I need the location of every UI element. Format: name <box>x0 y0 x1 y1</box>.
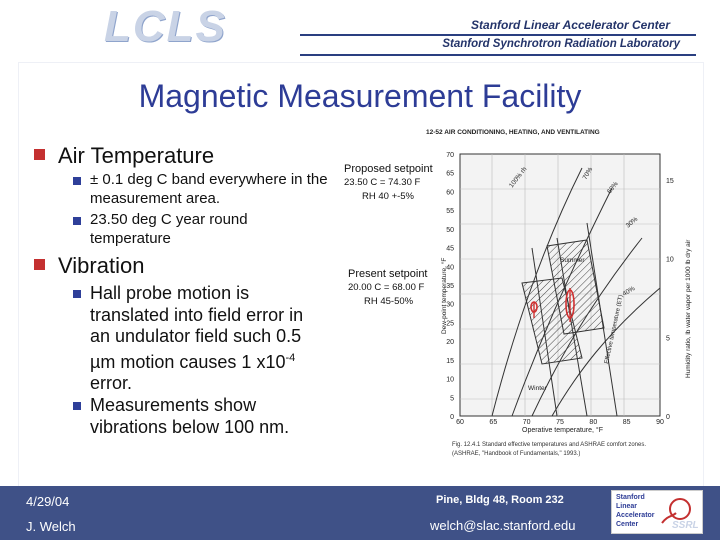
sub-bullet-icon <box>73 177 81 185</box>
y-tick-label: 35 <box>446 283 454 290</box>
bullet-measurements: Measurements show vibrations below 100 n… <box>90 395 290 437</box>
y-tick-label: 10 <box>446 377 454 384</box>
y-tick-label: 5 <box>450 395 454 402</box>
y2-axis-label: Humidity ratio, lb water vapor per 1000 … <box>685 239 692 378</box>
slac-logo: Stanford Linear Accelerator Center <box>611 490 703 534</box>
section-heading-air-temperature: Air Temperature <box>58 143 215 168</box>
y-tick-label: 30 <box>446 302 454 309</box>
figure-caption-line2: (ASHRAE, "Handbook of Fundamentals," 199… <box>452 451 580 457</box>
bullet-year-round-temperature: 23.50 deg C year round temperature <box>90 211 248 247</box>
comfort-zone-chart: 12-52 AIR CONDITIONING, HEATING, AND VEN… <box>342 129 692 457</box>
curve-label: Summer <box>560 257 585 264</box>
x-tick-label: 80 <box>589 419 597 426</box>
x-tick-label: 60 <box>456 419 464 426</box>
x-tick-label: 90 <box>656 419 664 426</box>
sub-bullet-icon <box>73 217 81 225</box>
footer-date: 4/29/04 <box>26 494 70 509</box>
ssrl-logo: SSRL <box>672 520 699 531</box>
sub-bullet-icon <box>73 290 81 298</box>
y2-axis-ticks: 15 10 5 0 <box>666 178 674 421</box>
curve-label: Winter <box>528 385 548 392</box>
y-tick-label: 20 <box>446 339 454 346</box>
y2-tick-label: 0 <box>666 414 670 421</box>
y-tick-label: 25 <box>446 320 454 327</box>
bullet-hall-probe-motion: Hall probe motion is translated into fie… <box>90 283 304 393</box>
ssrl-name: Stanford Synchrotron Radiation Laborator… <box>442 38 680 50</box>
present-setpoint-label: Present setpoint <box>348 268 428 280</box>
accelerator-ring-icon <box>661 498 691 524</box>
x-tick-label: 85 <box>623 419 631 426</box>
y2-tick-label: 15 <box>666 178 674 185</box>
header-rule-bottom <box>300 54 696 56</box>
y-tick-label: 15 <box>446 358 454 365</box>
y2-tick-label: 10 <box>666 257 674 264</box>
header-rule-top <box>300 34 696 36</box>
proposed-setpoint-label: Proposed setpoint <box>344 163 433 175</box>
y-tick-label: 65 <box>446 171 454 178</box>
lcls-logo: LCLS <box>104 2 227 51</box>
comfort-zone-summer <box>546 239 605 335</box>
y-axis-label: Dew-point temperature, °F <box>440 258 448 334</box>
present-setpoint-temp: 20.00 C = 68.00 F <box>348 282 425 293</box>
present-setpoint-rh: RH 45-50% <box>364 296 414 307</box>
slide-header: LCLS Stanford Linear Accelerator Center … <box>0 0 720 62</box>
y-tick-label: 60 <box>446 189 454 196</box>
slide-title: Magnetic Measurement Facility <box>138 78 582 114</box>
y-tick-label: 70 <box>446 152 454 159</box>
footer-author: J. Welch <box>26 519 76 534</box>
x-axis-label: Operative temperature, °F <box>522 426 603 434</box>
bullet-square-icon <box>34 259 45 270</box>
section-heading-vibration: Vibration <box>58 253 145 278</box>
present-label-box <box>342 266 438 310</box>
x-axis-ticks: 60 65 70 75 80 85 90 <box>456 419 664 426</box>
proposed-setpoint-rh: RH 40 +-5% <box>362 191 415 202</box>
y2-tick-label: 5 <box>666 335 670 342</box>
x-tick-label: 70 <box>523 419 531 426</box>
x-tick-label: 65 <box>489 419 497 426</box>
y-tick-label: 0 <box>450 414 454 421</box>
y-tick-label: 50 <box>446 227 454 234</box>
y-tick-label: 45 <box>446 246 454 253</box>
x-tick-label: 75 <box>556 419 564 426</box>
footer-location: Pine, Bldg 48, Room 232 <box>436 494 564 506</box>
y-tick-label: 55 <box>446 208 454 215</box>
sub-bullet-icon <box>73 402 81 410</box>
proposed-label-box <box>342 162 438 206</box>
footer-email: welch@slac.stanford.edu <box>430 518 576 533</box>
slide-footer <box>0 486 720 540</box>
figure-header: 12-52 AIR CONDITIONING, HEATING, AND VEN… <box>426 129 600 136</box>
bullet-temperature-band: ± 0.1 deg C band everywhere in the measu… <box>90 171 328 207</box>
proposed-setpoint-temp: 23.50 C = 74.30 F <box>344 177 421 188</box>
figure-caption-line1: Fig. 12.4.1 Standard effective temperatu… <box>452 442 646 448</box>
bullet-square-icon <box>34 149 45 160</box>
y-tick-label: 40 <box>446 264 454 271</box>
slac-name: Stanford Linear Accelerator Center <box>471 18 670 32</box>
